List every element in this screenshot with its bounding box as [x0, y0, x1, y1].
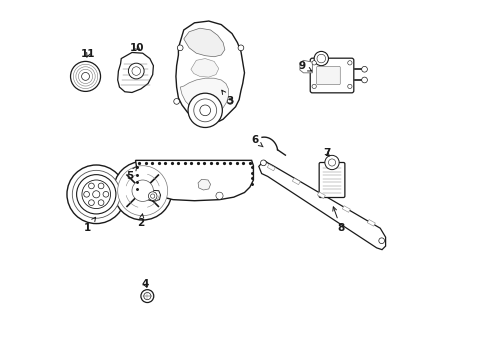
Polygon shape — [180, 78, 228, 114]
Circle shape — [177, 45, 183, 51]
Circle shape — [316, 54, 325, 63]
Polygon shape — [118, 53, 153, 93]
Circle shape — [188, 93, 222, 127]
Circle shape — [88, 183, 94, 189]
Circle shape — [70, 62, 101, 91]
Text: 7: 7 — [322, 148, 330, 158]
Circle shape — [93, 191, 100, 198]
Circle shape — [136, 184, 149, 197]
Polygon shape — [299, 60, 312, 73]
Circle shape — [78, 69, 93, 84]
Text: 11: 11 — [81, 49, 95, 59]
Polygon shape — [366, 220, 374, 226]
Circle shape — [141, 290, 153, 302]
Polygon shape — [144, 190, 160, 202]
Polygon shape — [176, 21, 244, 123]
Polygon shape — [342, 206, 349, 212]
Text: 4: 4 — [141, 279, 148, 289]
Circle shape — [98, 183, 104, 189]
Polygon shape — [317, 192, 325, 198]
Circle shape — [113, 161, 172, 220]
Circle shape — [227, 99, 233, 104]
Circle shape — [347, 84, 351, 89]
Circle shape — [313, 51, 328, 66]
Circle shape — [143, 293, 151, 300]
Circle shape — [150, 194, 155, 198]
Circle shape — [260, 160, 266, 166]
Circle shape — [118, 166, 167, 216]
Circle shape — [200, 105, 210, 116]
Circle shape — [347, 61, 351, 65]
FancyBboxPatch shape — [316, 66, 340, 85]
Circle shape — [73, 64, 98, 89]
Text: 3: 3 — [222, 90, 233, 107]
Polygon shape — [135, 160, 253, 201]
Circle shape — [238, 45, 244, 51]
FancyBboxPatch shape — [319, 162, 344, 198]
Circle shape — [148, 192, 157, 201]
Circle shape — [67, 165, 125, 224]
Circle shape — [216, 192, 223, 199]
Circle shape — [193, 99, 216, 122]
Circle shape — [361, 66, 366, 72]
Circle shape — [328, 159, 335, 166]
Circle shape — [132, 67, 140, 75]
Circle shape — [311, 84, 316, 89]
Circle shape — [81, 72, 89, 80]
Text: 10: 10 — [130, 43, 144, 53]
Circle shape — [361, 77, 366, 83]
Circle shape — [82, 180, 110, 208]
Circle shape — [72, 170, 120, 218]
Text: 2: 2 — [137, 214, 144, 228]
Polygon shape — [190, 59, 218, 77]
Circle shape — [311, 61, 316, 65]
Polygon shape — [258, 160, 385, 249]
Circle shape — [378, 238, 384, 244]
Polygon shape — [267, 164, 275, 171]
Circle shape — [132, 180, 153, 202]
Circle shape — [173, 99, 179, 104]
Circle shape — [77, 175, 116, 214]
Circle shape — [76, 67, 95, 86]
Text: 6: 6 — [250, 135, 263, 147]
Circle shape — [103, 192, 108, 197]
Polygon shape — [183, 28, 224, 57]
Circle shape — [98, 200, 104, 206]
Text: 8: 8 — [332, 207, 344, 233]
Circle shape — [83, 192, 89, 197]
FancyBboxPatch shape — [309, 58, 353, 93]
Text: 1: 1 — [83, 217, 95, 233]
Polygon shape — [292, 178, 300, 185]
Circle shape — [88, 200, 94, 206]
Polygon shape — [198, 179, 210, 190]
Circle shape — [128, 63, 144, 79]
Text: 9: 9 — [298, 61, 311, 71]
Circle shape — [324, 156, 339, 170]
Text: 5: 5 — [125, 166, 137, 181]
